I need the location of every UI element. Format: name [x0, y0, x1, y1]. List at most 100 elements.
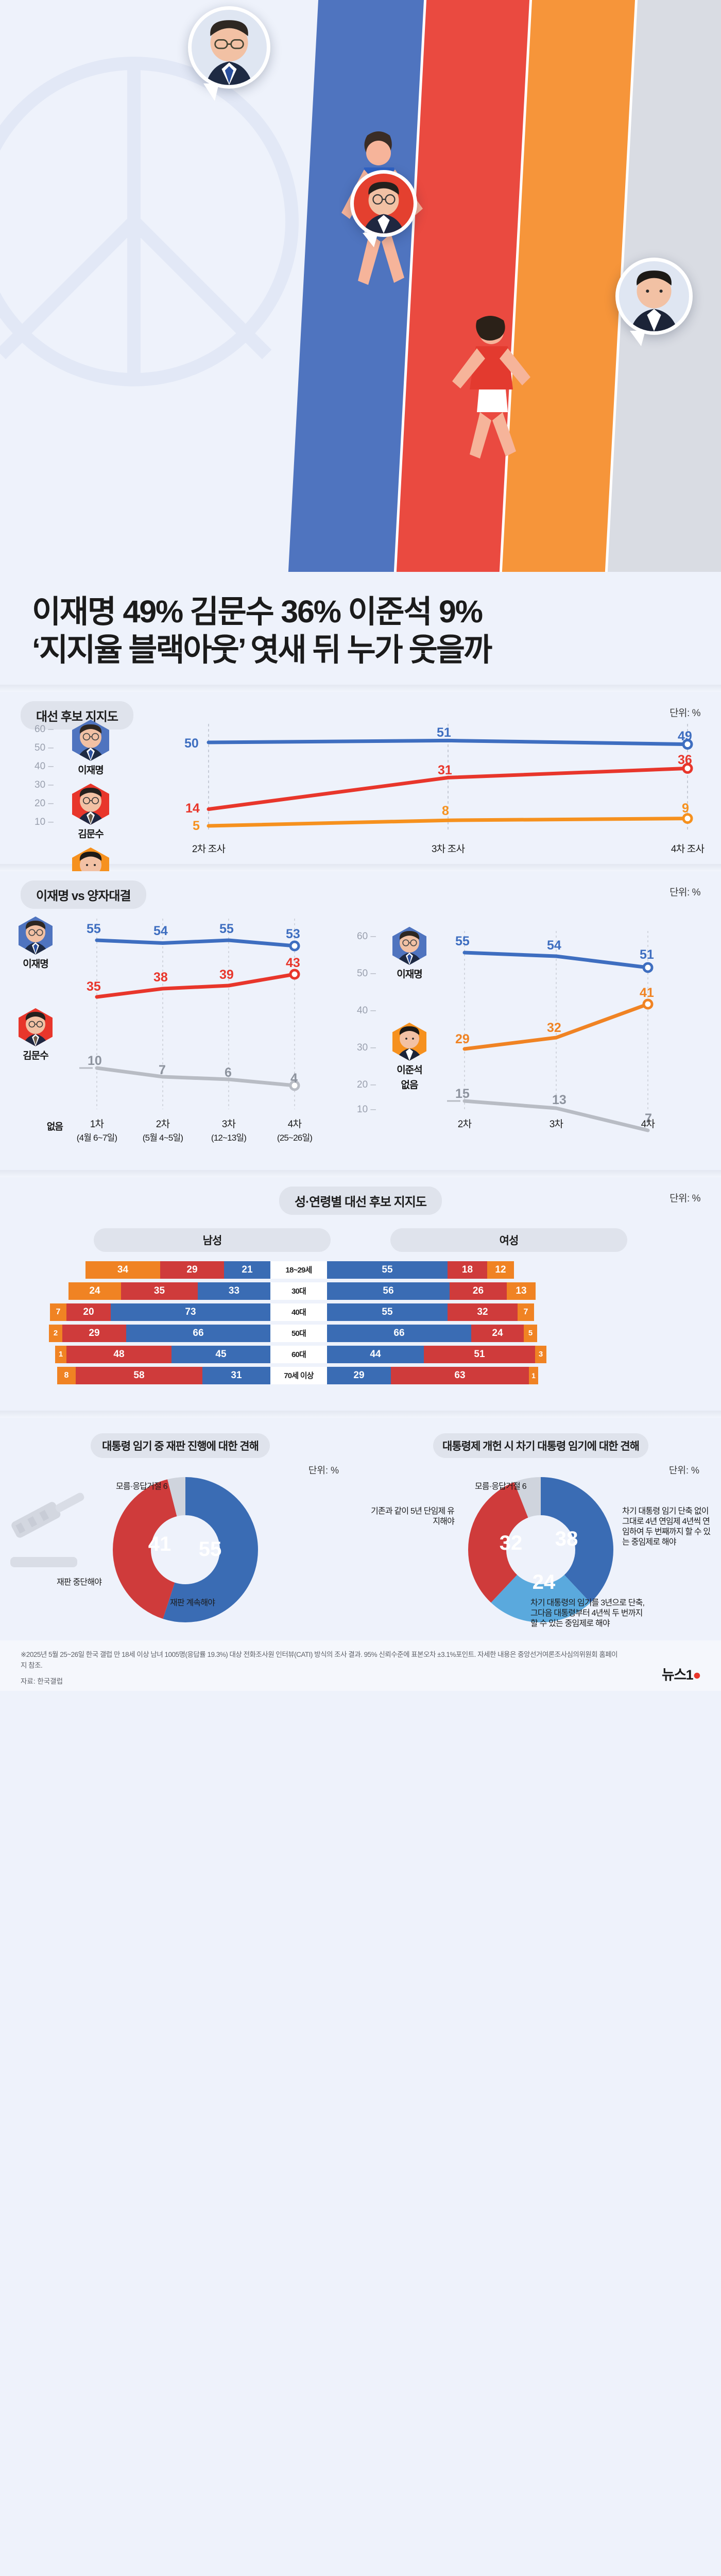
table-row: 34 29 21 18~29세 55 18 12	[0, 1261, 721, 1279]
legend-label: 김문수	[78, 828, 104, 840]
donut-left-note: 모름·응답거절 6	[116, 1482, 168, 1491]
avatar-lee-jaemyung	[192, 10, 267, 85]
seg-female-lee-jm: 44	[327, 1345, 424, 1363]
legend-label: 이재명	[23, 958, 48, 970]
chart2r-value-lee-jm-2: 51	[640, 947, 654, 962]
chart2l-value-none-1: 7	[159, 1062, 166, 1077]
chart2r-xtick-0: 2차	[457, 1118, 472, 1130]
seg-female-lee-jm: 55	[327, 1303, 448, 1321]
chart2r-xtick-2: 4차	[641, 1118, 655, 1130]
chart2l-value-lee-jm-2: 55	[219, 921, 234, 936]
seg-female-lee-jm: 66	[327, 1324, 471, 1342]
legend-label: 이재명	[78, 765, 104, 776]
runner-figure-red	[447, 309, 540, 464]
legend-item-kim-moonsoo: 김문수	[60, 783, 122, 840]
headline-line-1: 이재명 49% 김문수 36% 이준석 9%	[32, 594, 483, 629]
donut-left-area: 55 41 모름·응답거절 6 재판 중단해야 재판 계속해야	[0, 1477, 360, 1631]
seg-female-kim-ms: 26	[450, 1282, 507, 1300]
legend-item-lee-jaemyung: 이재명	[7, 916, 64, 970]
donut-right-title: 대통령제 개헌 시 차기 대통령 임기에 대한 견해	[433, 1433, 648, 1458]
section-head-to-head: 이재명 vs 양자대결 단위: %	[0, 871, 721, 1170]
donut-right-value-2: 32	[500, 1532, 523, 1554]
seg-female-kim-ms: 63	[391, 1366, 529, 1384]
footer-methodology-note: ※2025년 5월 25~26일 한국 갤럽 만 18세 이상 남녀 1005명…	[21, 1650, 618, 1669]
portrait-bubble-lee-jaemyung	[188, 6, 270, 101]
chart2l-value-lee-jm-3: 53	[286, 926, 300, 941]
chart1-xtick-0: 2차 조사	[192, 843, 226, 855]
seg-female-kim-ms: 32	[448, 1303, 518, 1321]
row-age-label: 18~29세	[270, 1261, 327, 1279]
chart1-xtick-1: 3차 조사	[431, 843, 465, 855]
seg-female-kim-ms: 24	[471, 1324, 524, 1342]
brand-text: 뉴스1	[661, 1667, 694, 1683]
seg-female-lee-jm: 56	[327, 1282, 450, 1300]
chart2l-value-lee-jm-1: 54	[153, 923, 168, 938]
seg-female-lee-js: 7	[518, 1303, 534, 1321]
table-row: 2 29 66 50대 66 24 5	[0, 1324, 721, 1342]
chart2-right-legend: 이재명 이준석 없음	[381, 926, 438, 1098]
donut-left-label-1: 재판 중단해야	[57, 1578, 102, 1587]
hero-illustration	[0, 0, 721, 572]
chart2r-value-lee-js-0: 29	[455, 1031, 470, 1046]
avatar-lee-junseok	[619, 261, 689, 331]
seg-male-kim-ms: 35	[121, 1282, 198, 1300]
chart2-right-plot: 55 54 51 29 32 41 15 13 7	[438, 930, 700, 1132]
chart2r-value-none-1: 13	[552, 1092, 566, 1107]
donut-right-unit: 단위: %	[668, 1465, 699, 1476]
legend-label-none: 없음	[46, 1121, 63, 1132]
section1-unit: 단위: %	[670, 707, 700, 719]
donut-right-label-1: 차기 대통령의 임기를 3년으로 단축, 그다음 대통령부터 4년씩 두 번까지…	[530, 1598, 645, 1628]
chart1-value-kim-ms-1: 31	[438, 762, 452, 777]
section3-title: 성·연령별 대선 후보 지지도	[279, 1186, 442, 1215]
chart2r-value-lee-jm-0: 55	[455, 934, 470, 948]
bar-group-headers: 남성 여성	[0, 1223, 721, 1261]
seg-female-lee-js: 12	[487, 1261, 514, 1279]
seg-male-lee-jm: 33	[198, 1282, 270, 1300]
row-age-label: 40대	[270, 1303, 327, 1321]
seg-male-lee-jm: 21	[224, 1261, 270, 1279]
donut-right-area: 38 24 32 모름·응답거절 6 기존과 같이 5년 단임제 유지해야 차기…	[360, 1477, 721, 1631]
chart2l-value-none-0: 10	[88, 1053, 102, 1068]
chart1-value-kim-ms-2: 36	[678, 752, 692, 767]
section-divider	[0, 863, 721, 871]
brand-logo: 뉴스1●	[661, 1664, 701, 1684]
seg-male-lee-jm: 73	[111, 1303, 270, 1321]
seg-male-lee-js: 34	[85, 1261, 160, 1279]
section-divider	[0, 1170, 721, 1177]
legend-label: 김문수	[23, 1050, 48, 1061]
table-row: 24 35 33 30대 56 26 13	[0, 1282, 721, 1300]
seg-male-lee-jm: 66	[126, 1324, 270, 1342]
legend-item-lee-jaemyung: 이재명	[60, 719, 122, 776]
chart2l-value-kim-ms-1: 38	[153, 970, 168, 985]
donut-right-label-0: 차기 대통령 임기 단축 없이 그대로 4년 연임제 4년씩 연임하여 두 번째…	[622, 1506, 711, 1547]
chart2l-value-lee-jm-0: 55	[87, 921, 101, 936]
donut-left-value-1: 41	[148, 1533, 171, 1555]
section2-unit: 단위: %	[670, 887, 700, 898]
chart2l-value-kim-ms-3: 43	[286, 955, 300, 970]
row-age-label: 60대	[270, 1345, 327, 1363]
chart1-value-lee-jm-0: 50	[184, 736, 199, 751]
chart2-left-legend: 이재명	[7, 916, 64, 1133]
chart1-value-lee-js-0: 5	[193, 818, 200, 833]
portrait-bubble-kim-moonsoo	[350, 170, 417, 247]
chart2l-xtick-2: 3차 (12~13일)	[211, 1118, 247, 1143]
seg-female-lee-js: 5	[524, 1324, 537, 1342]
chart2l-xtick-0: 1차 (4월 6~7일)	[76, 1118, 117, 1143]
bar-header-female: 여성	[390, 1228, 627, 1252]
chart1-value-lee-js-2: 9	[682, 801, 689, 816]
seg-male-lee-js: 1	[55, 1345, 66, 1363]
chart2r-xtick-1: 3차	[549, 1118, 563, 1130]
table-row: 7 20 73 40대 55 32 7	[0, 1303, 721, 1321]
seg-female-lee-js: 13	[507, 1282, 536, 1300]
row-age-label: 30대	[270, 1282, 327, 1300]
chart2l-value-kim-ms-0: 35	[87, 979, 101, 994]
section-candidate-support: 대선 후보 지지도 단위: % 60 50 40 30 20 10	[0, 691, 721, 904]
chart2l-value-none-2: 6	[225, 1065, 232, 1080]
seg-male-lee-js: 7	[50, 1303, 66, 1321]
section3-unit: 단위: %	[670, 1193, 700, 1204]
legend-label: 이준석	[397, 1064, 422, 1076]
chart2l-xtick-1: 2차 (5월 4~5일)	[142, 1118, 183, 1143]
infographic-page: 이재명 49% 김문수 36% 이준석 9% ‘지지율 블랙아웃’ 엿새 뒤 누…	[0, 0, 721, 1691]
chart2l-xtick-3: 4차 (25~26일)	[277, 1118, 313, 1143]
donut-card-trial: 대통령 임기 중 재판 진행에 대한 견해 단위: %	[0, 1429, 360, 1631]
